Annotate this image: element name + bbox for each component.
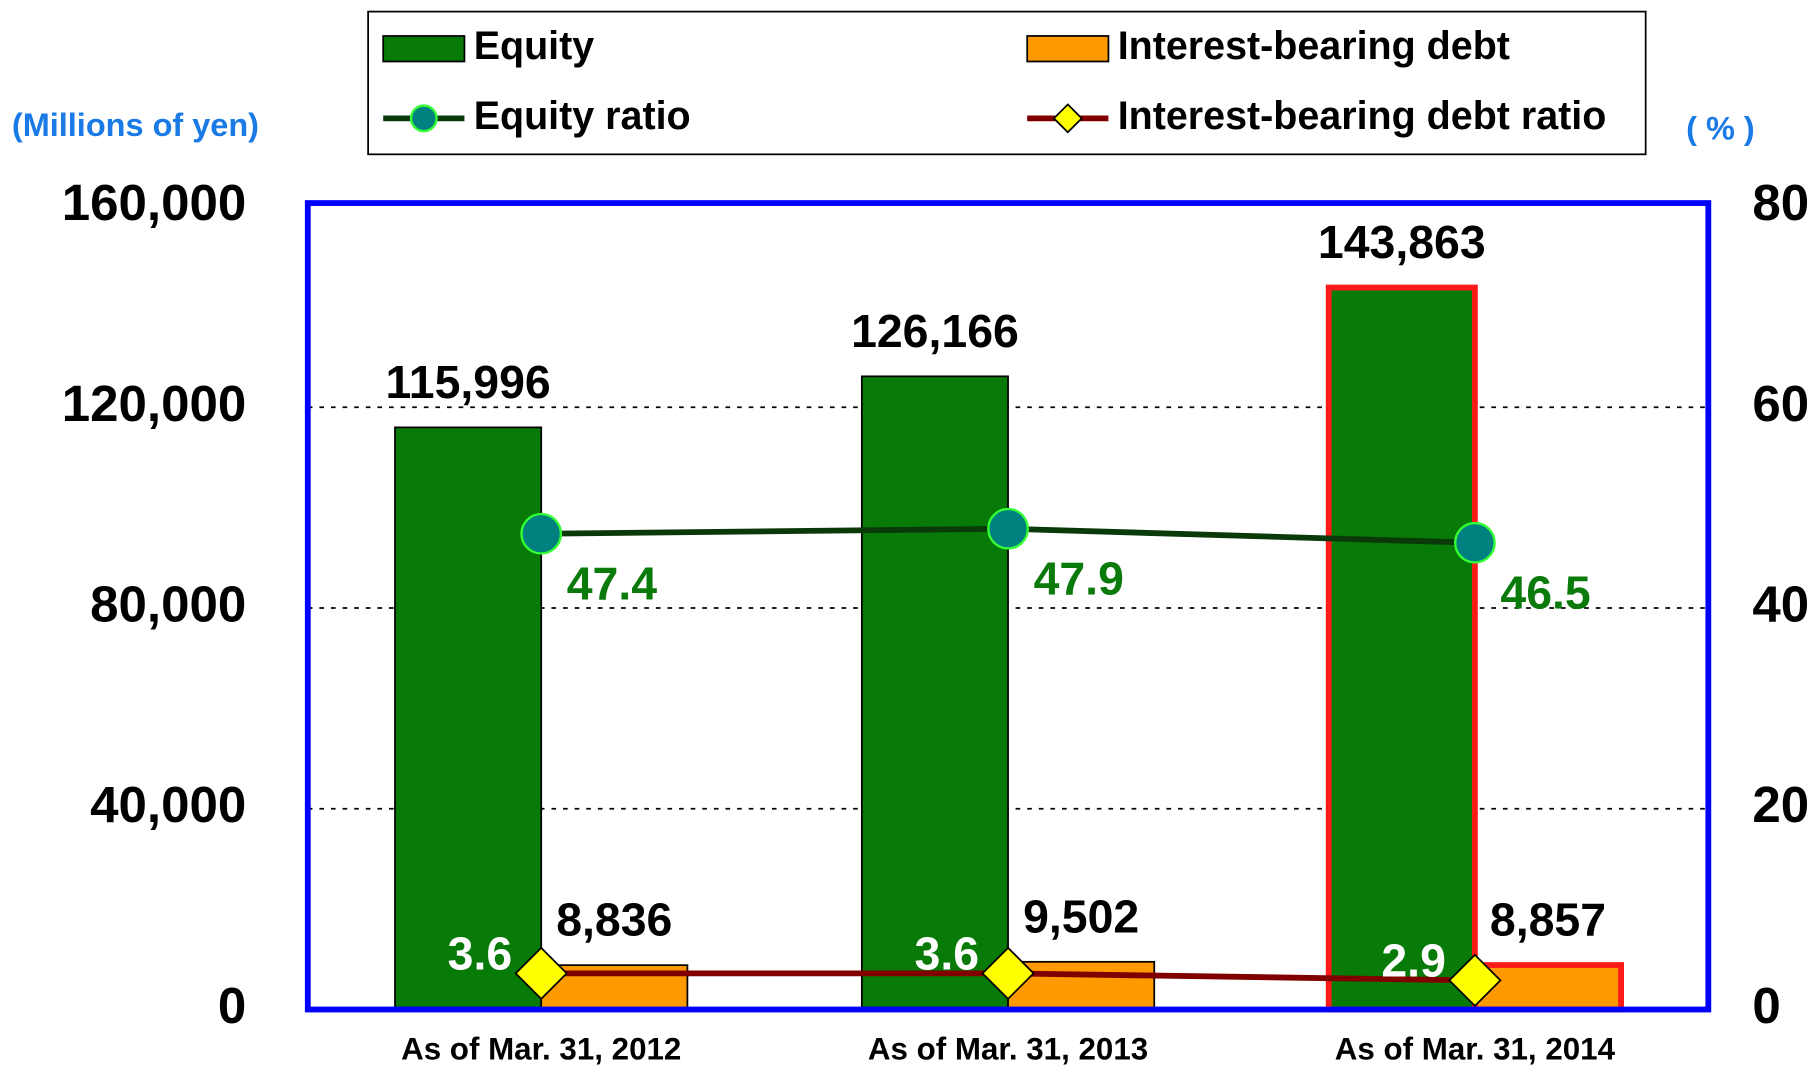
line-marker [1454,521,1496,564]
y2-axis-label: ( % ) [1686,111,1755,147]
bar [1325,284,1478,1013]
data-label: 126,166 [851,305,1019,357]
y2-tick-label: 60 [1752,375,1809,432]
data-label: 9,502 [1023,890,1139,942]
legend-marker [1052,103,1083,134]
legend-marker [409,104,438,133]
line-marker [987,507,1029,550]
legend-label: Interest-bearing debt ratio [1118,94,1607,138]
y-tick-label: 0 [218,977,246,1034]
line-marker [514,946,568,1001]
y-tick-label: 120,000 [62,375,247,432]
legend-label: Equity [474,24,595,68]
data-label: 47.4 [567,557,658,609]
y2-tick-label: 0 [1752,977,1780,1034]
legend-swatch [382,35,466,63]
data-label: 3.6 [915,927,980,979]
line-marker [1448,953,1502,1008]
data-label: 3.6 [448,927,513,979]
y-tick-label: 80,000 [90,576,246,633]
y-tick-label: 160,000 [62,174,247,231]
line-marker [520,512,563,555]
data-label: 115,996 [386,356,551,408]
y-axis-label: (Millions of yen) [12,107,259,143]
legend-label: Equity ratio [474,94,691,138]
legend-swatch [1026,35,1110,63]
x-tick-label: As of Mar. 31, 2014 [1335,1032,1616,1067]
y2-tick-label: 40 [1752,576,1809,633]
data-label: 2.9 [1381,934,1446,986]
y-tick-label: 40,000 [90,776,246,833]
data-label: 143,863 [1318,216,1486,268]
x-tick-label: As of Mar. 31, 2012 [401,1032,681,1067]
x-tick-label: As of Mar. 31, 2013 [868,1032,1148,1067]
legend-label: Interest-bearing debt [1118,24,1510,68]
y2-tick-label: 20 [1752,776,1809,833]
bar [860,375,1009,1011]
data-label: 8,857 [1490,894,1606,946]
data-label: 47.9 [1034,552,1124,604]
data-label: 46.5 [1500,566,1590,618]
line-marker [981,946,1035,1001]
data-label: 8,836 [556,894,672,946]
y2-tick-label: 80 [1752,174,1809,231]
plot-frame [304,200,1712,1013]
legend-box [367,10,1647,156]
bar [394,426,543,1011]
bar [1471,962,1625,1013]
